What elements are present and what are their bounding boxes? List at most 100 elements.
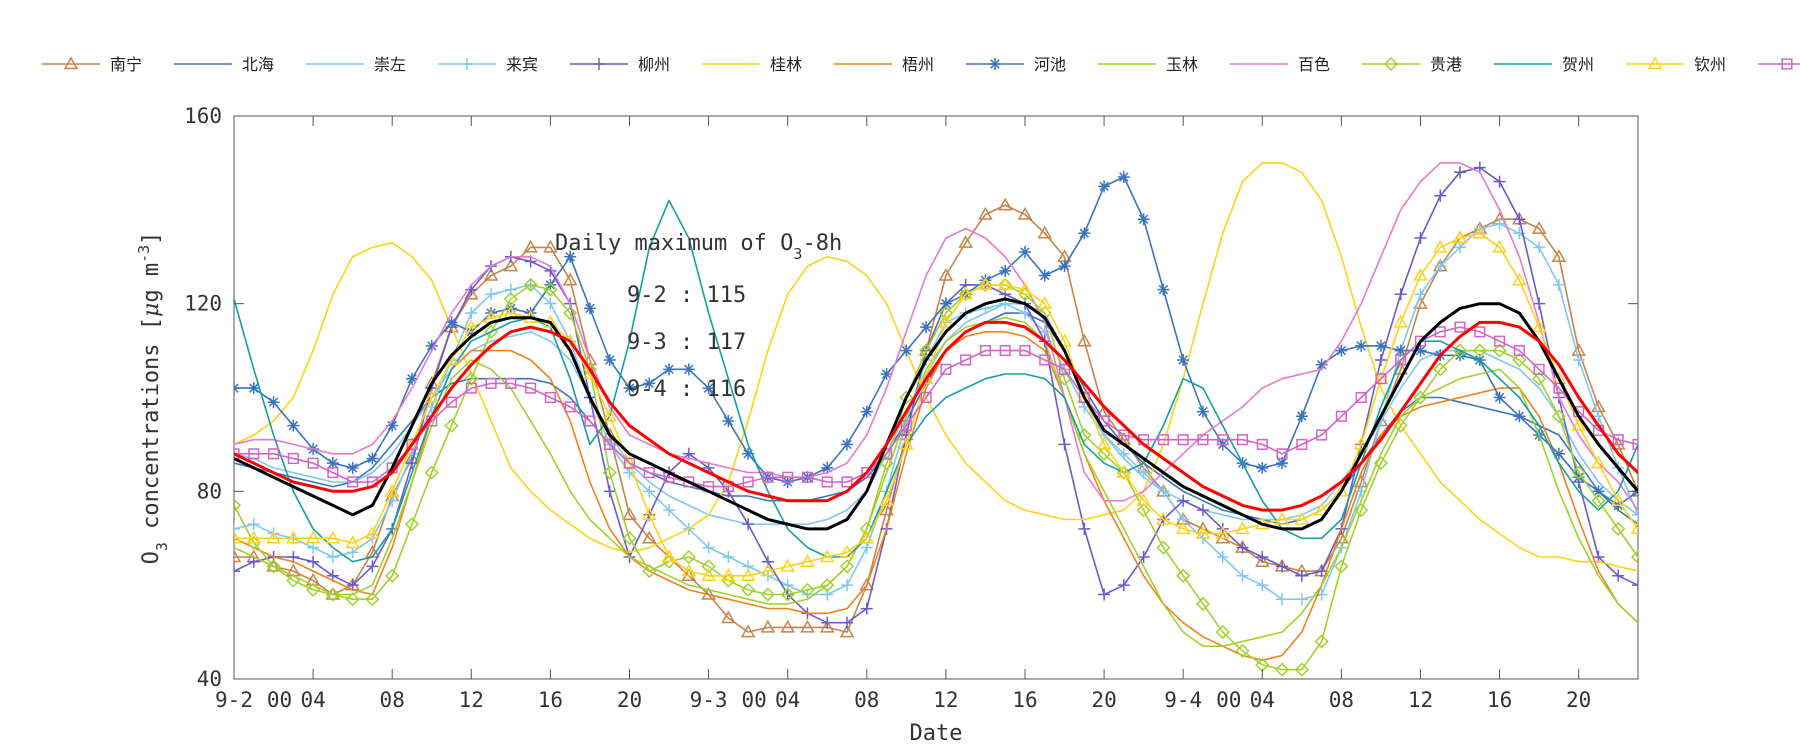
x-tick-label: 08: [380, 688, 405, 712]
marker-triangle: [1630, 521, 1638, 535]
marker-plus: [1256, 579, 1269, 592]
x-tick-label: 20: [617, 688, 642, 712]
marker-diamond: [780, 587, 795, 602]
marker-asterisk: [1058, 260, 1071, 273]
marker-triangle: [464, 319, 479, 333]
marker-triangle: [1452, 230, 1468, 244]
marker-square: [801, 471, 814, 483]
marker-asterisk: [1335, 344, 1348, 357]
marker-diamond: [800, 582, 815, 597]
marker-asterisk: [702, 382, 715, 395]
marker-diamond: [365, 592, 380, 607]
marker-triangle: [325, 530, 341, 544]
marker-diamond: [1274, 662, 1290, 677]
marker-square: [1217, 434, 1229, 446]
marker-asterisk: [860, 405, 873, 418]
marker-plus: [1236, 541, 1249, 554]
x-tick-label: 20: [1091, 688, 1116, 712]
marker-plus: [1157, 485, 1170, 498]
marker-plus: [643, 485, 656, 498]
marker-diamond: [1672, 607, 1684, 619]
marker-square: [841, 476, 853, 488]
marker-triangle: [234, 530, 242, 544]
marker-diamond: [919, 343, 934, 358]
marker-square: [782, 471, 794, 483]
marker-plus: [465, 307, 478, 320]
marker-asterisk: [880, 368, 893, 381]
marker-square: [1078, 391, 1090, 404]
x-tick-label: 9-3: [690, 688, 728, 712]
marker-asterisk: [1117, 170, 1130, 183]
marker-triangle: [1731, 560, 1743, 571]
marker-diamond: [839, 559, 855, 574]
series-mean-15: [234, 320, 1638, 512]
marker-plus: [1751, 570, 1763, 582]
series-line: [234, 316, 1638, 648]
marker-square: [979, 345, 991, 357]
marker-square: [683, 476, 695, 488]
y-axis-label: O3 concentrations [μg m-3]: [135, 232, 171, 565]
marker-square: [900, 420, 912, 432]
marker-square: [267, 448, 280, 460]
marker-asterisk: [1078, 227, 1091, 240]
marker-triangle: [701, 568, 716, 582]
series-line: [234, 223, 1638, 601]
marker-triangle: [1512, 272, 1527, 286]
marker-asterisk: [346, 461, 359, 474]
marker-diamond: [543, 282, 558, 297]
marker-asterisk: [682, 363, 695, 376]
marker-asterisk: [1295, 410, 1308, 423]
marker-square: [465, 382, 477, 394]
marker-diamond: [879, 456, 894, 471]
marker-diamond: [642, 564, 657, 579]
marker-diamond: [1472, 343, 1487, 358]
marker-asterisk: [386, 419, 399, 432]
marker-diamond: [602, 465, 617, 480]
legend-item: 来宾: [438, 55, 538, 74]
marker-asterisk: [663, 363, 676, 376]
y-tick-label: 80: [197, 479, 222, 503]
legend-item: 河池: [966, 55, 1066, 74]
legend-item: 北海: [174, 55, 274, 74]
x-tick-label: 16: [538, 688, 563, 712]
legend-item: 钦州: [1626, 55, 1726, 74]
marker-square: [1256, 438, 1268, 450]
marker-plus: [722, 551, 735, 564]
marker-triangle: [819, 619, 835, 633]
marker-triangle: [602, 408, 618, 422]
marker-square: [485, 377, 497, 389]
marker-triangle: [997, 197, 1013, 211]
marker-square: [445, 396, 458, 408]
marker-triangle: [1037, 296, 1053, 309]
x-tick-label: 12: [1408, 688, 1433, 712]
series-玉林: [234, 316, 1638, 648]
marker-triangle: [1647, 56, 1663, 70]
marker-square: [1712, 468, 1722, 478]
marker-triangle: [1215, 526, 1231, 539]
marker-asterisk: [366, 452, 379, 465]
marker-asterisk: [722, 414, 735, 427]
marker-asterisk: [1572, 471, 1585, 484]
marker-diamond: [234, 498, 242, 513]
marker-triangle: [562, 272, 578, 286]
marker-square: [1693, 463, 1703, 473]
marker-plus: [702, 541, 715, 554]
legend-item: 贵港: [1362, 55, 1462, 74]
marker-square: [1118, 429, 1130, 441]
marker-diamond: [899, 390, 914, 405]
marker-plus: [1276, 560, 1289, 573]
marker-asterisk: [1493, 391, 1506, 404]
marker-plus: [593, 58, 605, 70]
marker-triangle: [365, 526, 380, 539]
marker-square: [564, 401, 576, 413]
marker-diamond: [246, 535, 261, 551]
legend-item: 崇左: [306, 55, 406, 74]
marker-square: [742, 476, 754, 488]
marker-triangle: [1017, 207, 1033, 220]
x-tick-label: 16: [1487, 688, 1512, 712]
marker-square: [1177, 434, 1189, 446]
marker-diamond: [1235, 643, 1250, 658]
marker-diamond: [325, 587, 340, 602]
legend-label: 钦州: [1694, 55, 1726, 74]
series-钦州: [234, 225, 1743, 582]
